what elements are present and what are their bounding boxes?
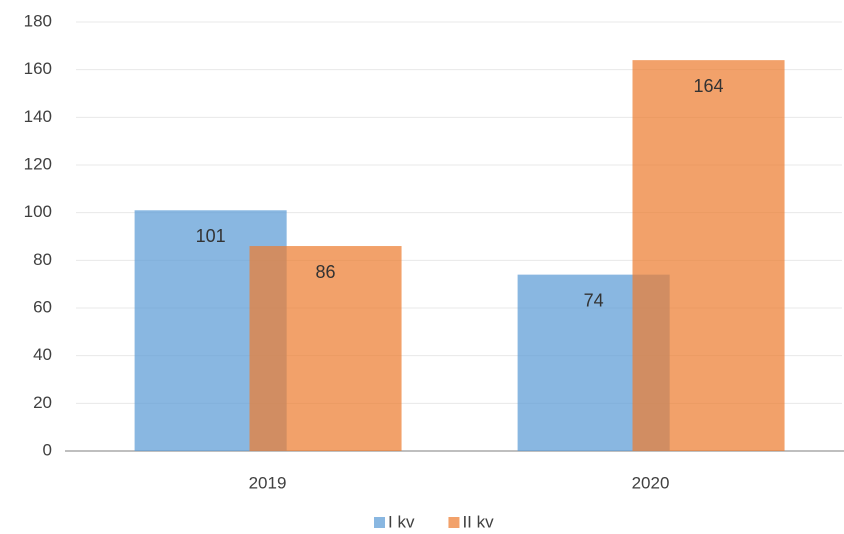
y-tick-label: 80 [33,250,52,269]
data-label: 164 [694,76,724,96]
x-tick-label: 2019 [249,473,287,492]
y-tick-label: 140 [24,107,52,126]
y-tick-label: 0 [43,440,52,459]
bar [249,246,402,451]
data-label: 86 [316,262,336,282]
y-tick-label: 40 [33,345,52,364]
y-tick-label: 180 [24,11,52,30]
data-label: 74 [584,290,604,310]
x-tick-label: 2020 [632,473,670,492]
legend-label: II kv [462,512,494,531]
data-label: 101 [196,226,226,246]
legend-label: I kv [388,512,415,531]
y-tick-label: 20 [33,393,52,412]
y-tick-label: 60 [33,297,52,316]
bar [632,60,785,452]
y-tick-label: 120 [24,154,52,173]
legend-swatch [448,517,460,528]
y-tick-label: 160 [24,59,52,78]
legend-swatch [374,517,385,528]
y-tick-label: 100 [24,202,52,221]
